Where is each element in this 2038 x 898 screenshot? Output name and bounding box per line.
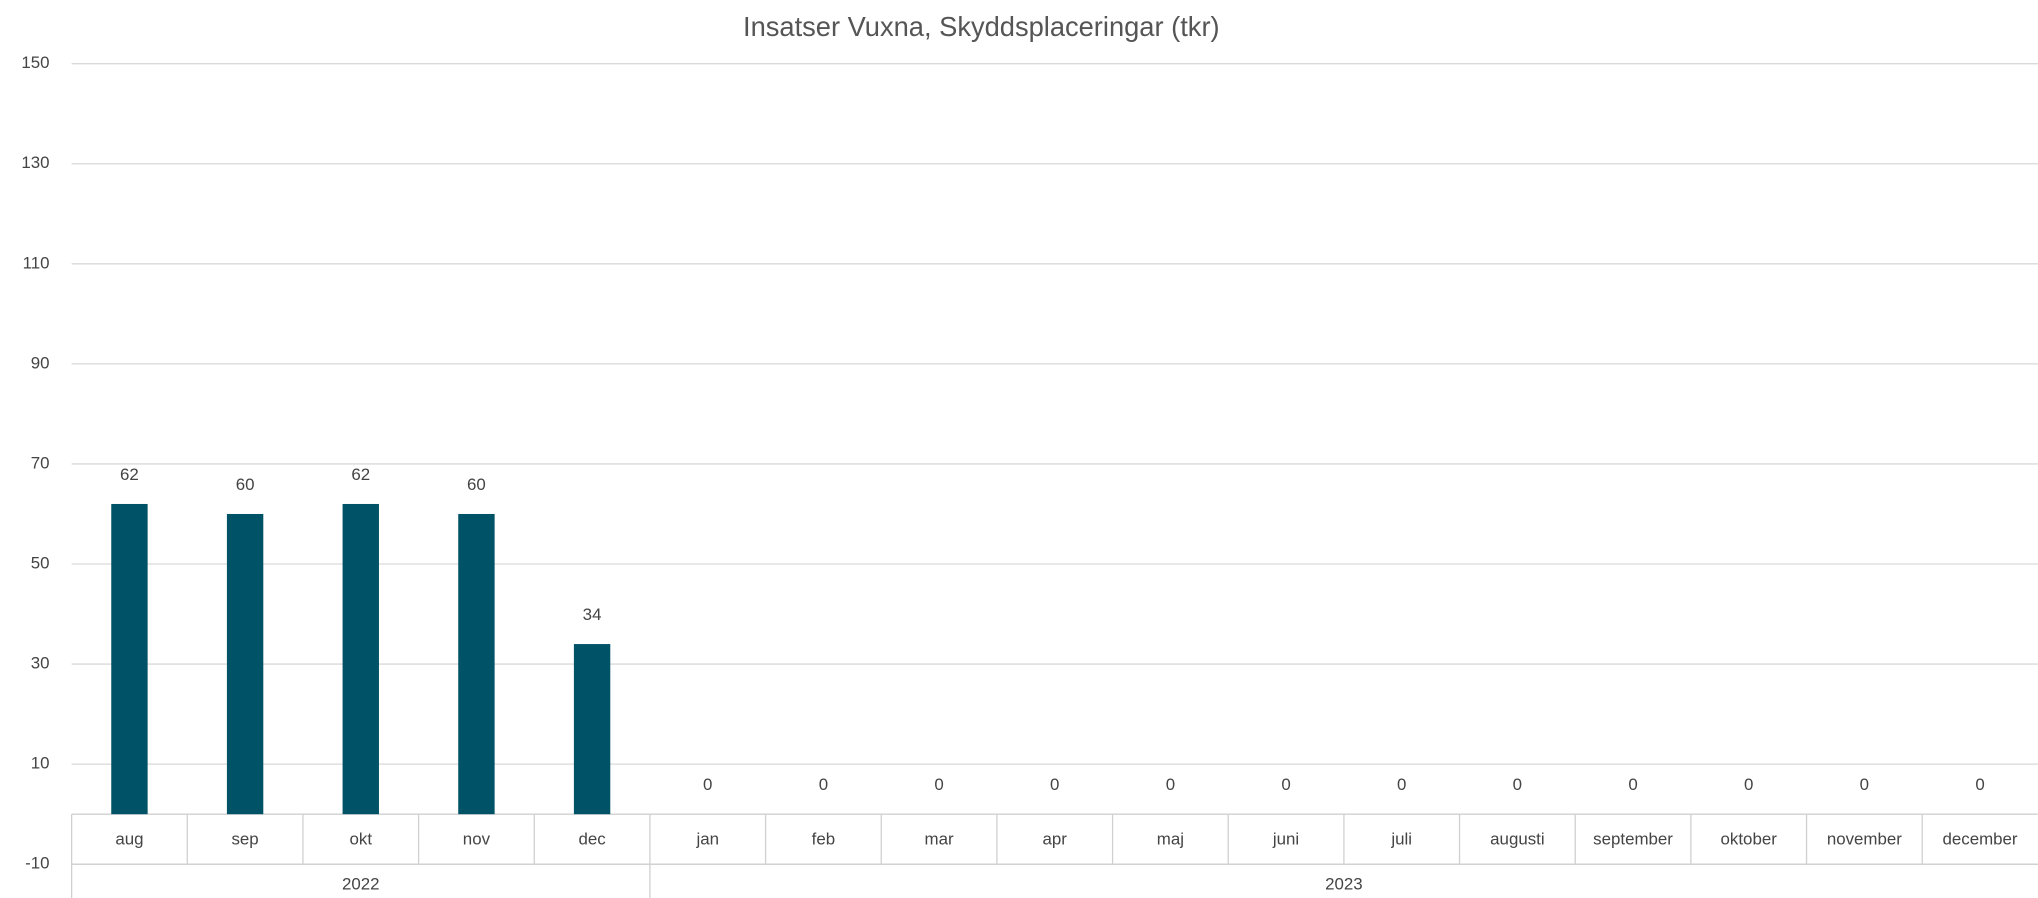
x-tick-label: juli [1390,830,1412,849]
bar [342,503,379,815]
bar [573,644,611,815]
chart-title: Insatser Vuxna, Skyddsplaceringar (tkr) [743,11,1220,42]
y-tick-label: 50 [31,553,50,572]
x-tick-label: apr [1043,830,1068,849]
x-tick-label: okt [350,830,373,849]
x-tick-label: december [1943,830,2018,849]
data-label: 60 [467,475,486,494]
x-tick-label: jan [695,830,719,849]
x-tick-label: maj [1157,830,1184,849]
bar [226,513,264,815]
data-label: 0 [1397,775,1406,794]
data-label: 0 [1744,775,1753,794]
data-label: 0 [819,775,828,794]
x-tick-label: dec [578,830,605,849]
bar [458,513,495,815]
y-tick-label: 10 [31,754,50,773]
data-label: 0 [1628,775,1637,794]
group-label: 2022 [342,874,380,893]
x-tick-label: september [1593,830,1673,849]
y-tick-label: 30 [31,654,50,673]
data-label: 60 [236,475,255,494]
y-tick-label: 130 [21,153,49,172]
data-label: 0 [1166,775,1175,794]
y-tick-label: 110 [23,253,50,272]
x-tick-label: juni [1272,830,1299,849]
data-label: 0 [1050,775,1059,794]
data-label: 0 [1513,775,1522,794]
data-label: 0 [1975,775,1984,794]
data-label: 0 [703,775,712,794]
y-tick-label: -10 [25,854,49,873]
group-label: 2023 [1325,874,1363,893]
x-tick-label: augusti [1490,830,1544,849]
data-label: 0 [934,775,943,794]
bar [111,503,148,815]
data-label: 62 [120,465,139,484]
x-tick-label: november [1827,830,1902,849]
data-label: 0 [1860,775,1869,794]
x-tick-label: mar [925,830,954,849]
data-label: 0 [1281,775,1290,794]
x-tick-label: nov [463,830,491,849]
y-tick-label: 90 [31,353,50,372]
y-tick-label: 70 [31,453,50,472]
x-tick-label: sep [231,830,258,849]
y-tick-label: 150 [21,53,49,72]
x-tick-label: oktober [1721,830,1778,849]
data-label: 62 [351,465,370,484]
data-label: 34 [583,605,602,624]
x-tick-label: aug [115,830,143,849]
x-tick-label: feb [812,830,835,849]
